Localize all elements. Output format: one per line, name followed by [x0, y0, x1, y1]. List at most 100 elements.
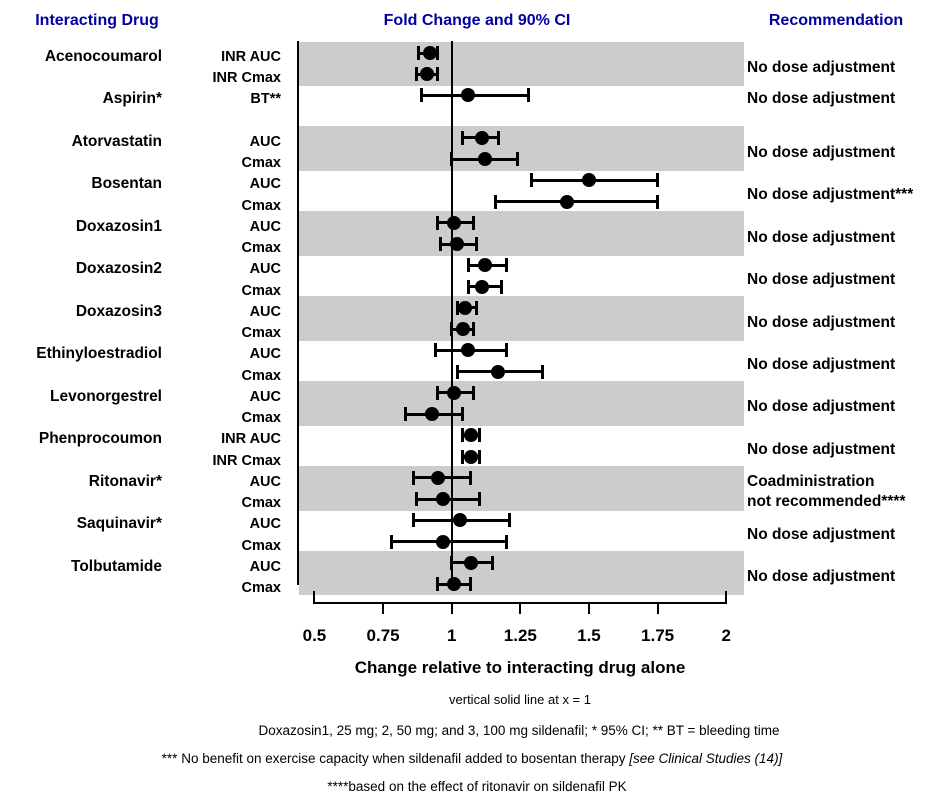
- ci-cap-low: [455, 364, 459, 379]
- drug-label: Acenocoumarol: [44, 48, 162, 65]
- point-estimate: [461, 88, 476, 103]
- measure-label: AUC: [249, 303, 281, 320]
- ci-cap-low: [420, 88, 423, 103]
- ci-cap-low: [494, 194, 498, 209]
- drug-label: Ritonavir*: [88, 472, 162, 490]
- measure-label: Cmax: [241, 155, 282, 172]
- measure-label: INR Cmax: [212, 452, 282, 469]
- measure-label: INR AUC: [221, 431, 281, 448]
- x-axis-tick: [656, 603, 659, 614]
- ci-cap-high: [505, 258, 509, 273]
- point-estimate: [447, 577, 462, 591]
- drug-label: Phenprocoumon: [38, 430, 162, 448]
- recommendation-text: No dose adjustment: [747, 143, 896, 161]
- plot-left-axis-line: [297, 41, 299, 585]
- ci-cap-high: [496, 130, 500, 145]
- point-estimate: [474, 279, 489, 294]
- ci-bar: [495, 200, 658, 204]
- x-axis-tick-label: 1.5: [577, 626, 601, 645]
- ci-cap-low: [450, 152, 454, 167]
- measure-label: AUC: [249, 133, 281, 150]
- point-estimate: [452, 513, 467, 528]
- measure-label: Cmax: [241, 580, 282, 596]
- measure-label: INR AUC: [221, 49, 281, 65]
- ci-cap-low: [529, 173, 533, 188]
- point-estimate: [463, 428, 478, 443]
- point-estimate: [477, 258, 492, 273]
- point-estimate: [455, 322, 470, 337]
- measure-label: Cmax: [241, 537, 282, 554]
- measure-label: Cmax: [241, 367, 282, 384]
- measure-label: BT**: [250, 91, 281, 108]
- point-estimate: [422, 46, 437, 60]
- ci-cap-low: [436, 215, 440, 230]
- ci-cap-high: [477, 428, 481, 443]
- ci-bar: [421, 93, 529, 97]
- point-estimate: [581, 173, 596, 188]
- ci-cap-low: [450, 555, 454, 570]
- measure-label: Cmax: [241, 282, 282, 299]
- recommendation-text: No dose adjustment: [747, 355, 896, 373]
- ci-cap-low: [436, 577, 440, 591]
- group-shading-band: [299, 41, 744, 86]
- group-shading-band: [299, 466, 744, 511]
- x-axis-tick-label: 1.75: [641, 626, 675, 645]
- ci-cap-low: [389, 534, 393, 549]
- point-estimate: [458, 300, 473, 315]
- x-axis-tick-label: 0.5: [302, 626, 327, 645]
- group-shading-band: [299, 551, 744, 596]
- ci-cap-low: [466, 258, 470, 273]
- footnote-bosentan: *** No benefit on exercise capacity when…: [162, 751, 783, 766]
- ci-cap-low: [414, 67, 418, 82]
- x-axis-tick: [450, 603, 453, 614]
- point-estimate: [419, 67, 434, 82]
- ci-cap-low: [433, 343, 437, 358]
- footnote-bosentan-reference: [see Clinical Studies (14)]: [629, 751, 783, 766]
- point-estimate: [474, 130, 489, 145]
- recommendation-text: No dose adjustment: [747, 440, 896, 458]
- ci-cap-high: [477, 492, 481, 507]
- measure-label: AUC: [249, 388, 281, 405]
- recommendation-text: No dose adjustment: [747, 525, 896, 543]
- group-shading-band: [299, 296, 744, 341]
- x-axis-tick: [382, 603, 385, 614]
- measure-label: Cmax: [241, 240, 282, 257]
- ci-cap-high: [477, 449, 481, 464]
- x-axis-tick-label: 1.25: [503, 626, 537, 645]
- footnote-bosentan-text: *** No benefit on exercise capacity when…: [161, 751, 630, 766]
- ci-cap-high: [469, 577, 473, 591]
- ci-cap-high: [505, 534, 509, 549]
- recommendation-text: No dose adjustment: [747, 58, 896, 76]
- measure-label: AUC: [249, 516, 281, 533]
- ci-cap-high: [656, 173, 660, 188]
- group-shading-band: [299, 126, 744, 171]
- ci-cap-high: [472, 215, 476, 230]
- point-estimate: [436, 492, 451, 507]
- recommendation-text: not recommended****: [747, 493, 906, 511]
- ci-cap-low: [461, 130, 465, 145]
- measure-label: AUC: [249, 261, 281, 278]
- ci-cap-low: [436, 385, 440, 400]
- group-shading-band: [299, 211, 744, 256]
- point-estimate: [477, 152, 492, 167]
- drug-label: Levonorgestrel: [50, 387, 162, 405]
- measure-label: INR Cmax: [212, 70, 282, 87]
- ci-cap-high: [505, 343, 509, 358]
- recommendation-text: No dose adjustment: [747, 228, 896, 246]
- ci-cap-low: [439, 237, 443, 252]
- footnote-ritonavir: ****based on the effect of ritonavir on …: [327, 779, 627, 794]
- point-estimate: [559, 194, 574, 209]
- point-estimate: [463, 555, 478, 570]
- point-estimate: [425, 407, 440, 422]
- x-axis-tick-label: 1: [446, 626, 457, 645]
- column-header-interacting-drug: Interacting Drug: [35, 12, 159, 29]
- point-estimate: [450, 237, 465, 252]
- ci-cap-low: [455, 300, 459, 315]
- drug-label: Ethinyloestradiol: [36, 345, 162, 363]
- ci-cap-high: [469, 470, 473, 485]
- measure-label: Cmax: [241, 495, 282, 512]
- ci-cap-high: [507, 513, 511, 528]
- drug-label: Saquinavir*: [76, 515, 162, 533]
- recommendation-text: No dose adjustment***: [747, 186, 914, 204]
